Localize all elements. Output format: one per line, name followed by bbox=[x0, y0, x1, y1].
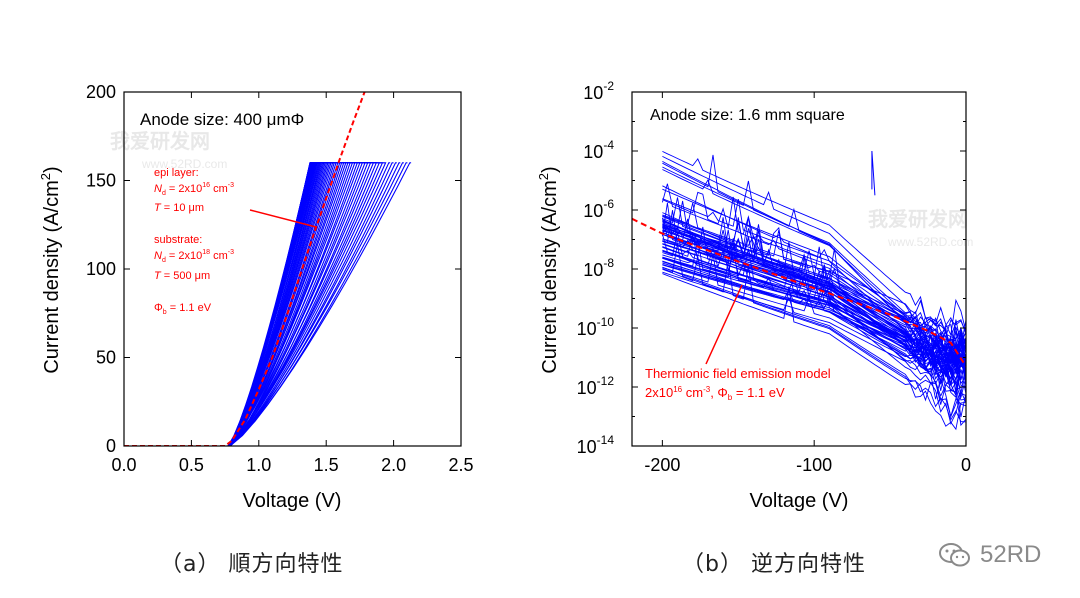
x-tick-label-a: 2.5 bbox=[448, 455, 473, 475]
x-tick-label-b: -100 bbox=[796, 455, 832, 475]
barrier-height: Φb = 1.1 eV bbox=[154, 302, 212, 316]
forward-y-tick-labels: 0 50 100 150 200 bbox=[86, 82, 116, 456]
reverse-model-curve bbox=[632, 217, 966, 367]
reverse-model-series bbox=[632, 217, 966, 367]
model-label-line1: Thermionic field emission model bbox=[645, 366, 831, 381]
reverse-measured-series bbox=[662, 220, 966, 381]
x-tick-label-a: 2.0 bbox=[381, 455, 406, 475]
y-tick-label-a: 200 bbox=[86, 82, 116, 102]
y-tick-label-a: 100 bbox=[86, 259, 116, 279]
x-tick-label-a: 0.0 bbox=[111, 455, 136, 475]
brand-text: 52RD bbox=[980, 541, 1042, 568]
epi-doping: Nd = 2x1016 cm-3 bbox=[154, 182, 234, 197]
reverse-measured-series bbox=[662, 215, 966, 358]
forward-measured-series bbox=[124, 162, 373, 446]
reverse-measured-series bbox=[662, 273, 966, 431]
reverse-measured-series bbox=[662, 257, 966, 401]
reverse-measured-series bbox=[662, 256, 966, 425]
watermark-b-line1: 我爱研发网 bbox=[868, 207, 968, 231]
forward-measured-series bbox=[124, 162, 412, 446]
reverse-measured-series bbox=[662, 249, 966, 378]
wechat-icon bbox=[939, 543, 970, 567]
forward-measured-series bbox=[124, 162, 375, 446]
forward-annotation-pointer bbox=[249, 209, 317, 228]
forward-model-series bbox=[124, 92, 366, 446]
y-tick-label-a: 50 bbox=[96, 348, 116, 368]
y-tick-label-b: 10-10 bbox=[577, 315, 615, 339]
substrate-thickness: T = 500 μm bbox=[154, 270, 210, 282]
forward-measured-series bbox=[124, 162, 387, 446]
epi-label: epi layer: bbox=[154, 167, 199, 179]
forward-chart: 我爱研发网 www.52RD.com 0.0 0.5 1.0 1.5 2.0 2.5 0 5… bbox=[38, 82, 474, 512]
y-tick-label-a: 150 bbox=[86, 171, 116, 191]
reverse-y-tick-labels: 10-14 10-12 10-10 10-8 10-6 10-4 10-2 bbox=[577, 79, 615, 457]
x-tick-label-a: 1.5 bbox=[314, 455, 339, 475]
forward-y-axis-label: Current density (A/cm2) bbox=[38, 166, 63, 373]
forward-legend-text: epi layer: Nd = 2x1016 cm-3 T = 10 μm su… bbox=[154, 167, 234, 316]
y-tick-label-a: 0 bbox=[106, 436, 116, 456]
forward-measured-series bbox=[124, 162, 369, 446]
reverse-measured-series bbox=[662, 244, 966, 372]
caption-reverse: （b） 逆方向特性 bbox=[682, 552, 866, 577]
brand-mark: 52RD bbox=[938, 541, 1041, 569]
reverse-measured-series bbox=[662, 238, 966, 389]
reverse-measured-series bbox=[662, 250, 966, 388]
x-tick-label-a: 0.5 bbox=[179, 455, 204, 475]
substrate-doping: Nd = 2x1018 cm-3 bbox=[154, 249, 234, 264]
reverse-measured-series bbox=[662, 226, 966, 382]
forward-anode-annotation: Anode size: 400 μmΦ bbox=[140, 110, 304, 129]
reverse-model-label: Thermionic field emission model 2x1016 c… bbox=[645, 366, 831, 402]
reverse-ticks bbox=[632, 91, 967, 447]
reverse-chart: 我爱研发网 www.52RD.com -200 -100 0 10-1410-121… bbox=[536, 79, 973, 512]
x-tick-label-b: 0 bbox=[961, 455, 971, 475]
y-tick-label-b: 10-6 bbox=[583, 197, 614, 221]
model-label-line2: 2x1016 cm-3, Φb = 1.1 eV bbox=[645, 385, 785, 402]
reverse-x-tick-labels: -200 -100 0 bbox=[644, 455, 971, 475]
watermark-a-line2: www.52RD.com bbox=[141, 157, 227, 171]
forward-model-curve bbox=[124, 92, 366, 446]
reverse-x-axis-label: Voltage (V) bbox=[750, 490, 849, 512]
forward-measured-series bbox=[124, 162, 404, 446]
x-tick-label-b: -200 bbox=[644, 455, 680, 475]
reverse-measured-series bbox=[662, 217, 966, 337]
forward-measured-curves bbox=[124, 162, 412, 446]
y-tick-label-b: 10-2 bbox=[583, 79, 614, 103]
y-tick-label-b: 10-14 bbox=[577, 433, 615, 457]
reverse-measured-series bbox=[662, 243, 966, 419]
reverse-spike bbox=[871, 150, 876, 196]
reverse-measured-series bbox=[662, 198, 966, 362]
reverse-measured-series bbox=[662, 239, 966, 365]
reverse-measured-series bbox=[662, 191, 966, 381]
reverse-measured-curves bbox=[661, 150, 966, 431]
reverse-measured-series bbox=[662, 166, 966, 371]
y-tick-label-b: 10-4 bbox=[583, 138, 614, 162]
reverse-measured-series bbox=[662, 263, 966, 364]
reverse-y-axis-label: Current density (A/cm2) bbox=[536, 166, 561, 373]
watermark-b: 我爱研发网 www.52RD.com bbox=[868, 207, 973, 249]
watermark-a-line1: 我爱研发网 bbox=[110, 129, 210, 153]
reverse-measured-series bbox=[662, 188, 966, 373]
watermark-b-line2: www.52RD.com bbox=[887, 235, 973, 249]
forward-measured-series bbox=[124, 162, 372, 446]
reverse-anode-annotation: Anode size: 1.6 mm square bbox=[650, 107, 845, 124]
reverse-measured-series bbox=[662, 246, 966, 387]
caption-forward: （a） 順方向特性 bbox=[160, 552, 344, 577]
y-tick-label-b: 10-8 bbox=[583, 256, 614, 280]
reverse-measured-series bbox=[662, 150, 966, 345]
epi-thickness: T = 10 μm bbox=[154, 202, 204, 214]
forward-x-axis-label: Voltage (V) bbox=[243, 490, 342, 512]
forward-x-tick-labels: 0.0 0.5 1.0 1.5 2.0 2.5 bbox=[111, 455, 473, 475]
watermark-a: 我爱研发网 www.52RD.com bbox=[110, 129, 227, 171]
y-tick-label-b: 10-12 bbox=[577, 374, 615, 398]
forward-ticks bbox=[123, 91, 462, 447]
x-tick-label-a: 1.0 bbox=[246, 455, 271, 475]
substrate-label: substrate: bbox=[154, 234, 202, 246]
reverse-annotation-pointer bbox=[705, 284, 743, 365]
